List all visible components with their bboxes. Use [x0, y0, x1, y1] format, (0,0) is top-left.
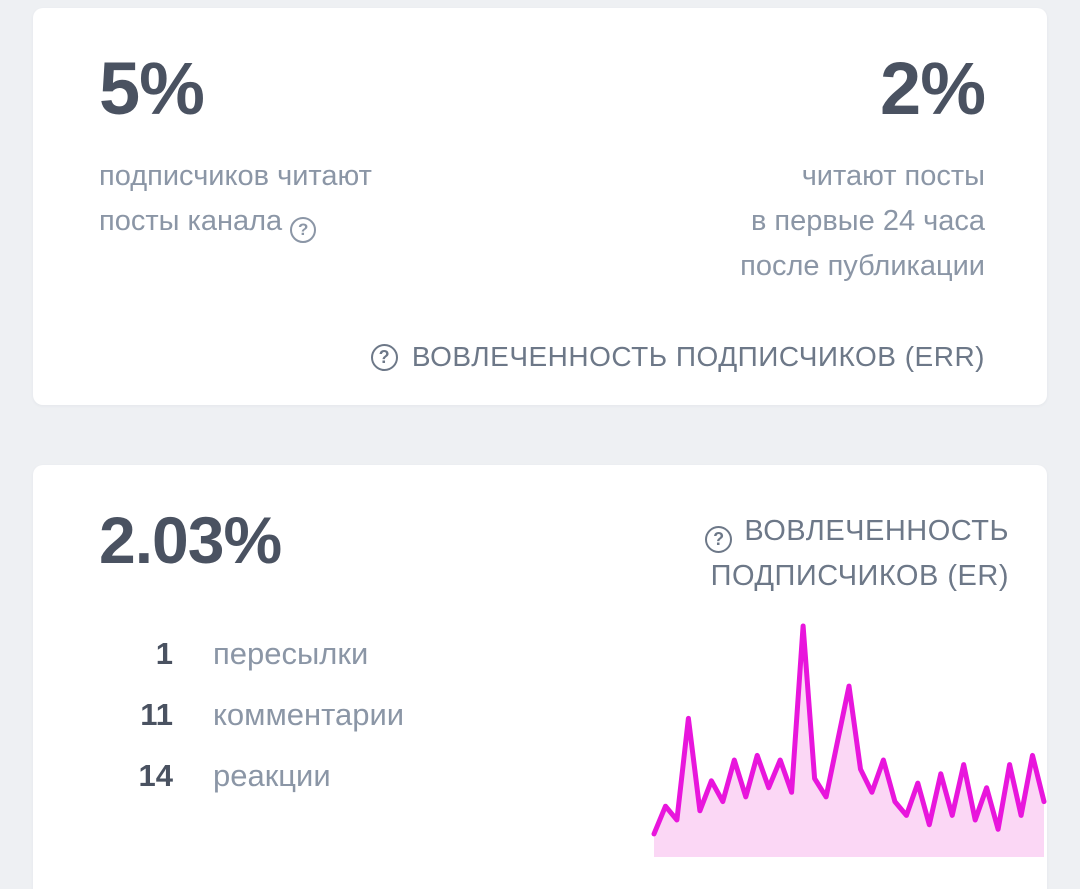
- err-read-24h-value: 2%: [880, 47, 986, 130]
- er-stats-list: 1 пересылки 11 комментарии 14 реакции: [99, 635, 405, 795]
- er-title-line2: ПОДПИСЧИКОВ (ER): [710, 560, 1009, 592]
- forwards-label: пересылки: [213, 636, 369, 671]
- caption-line: подписчиков читают: [99, 160, 372, 192]
- sparkline-area-fill: [654, 626, 1044, 857]
- comments-label: комментарии: [213, 697, 405, 732]
- err-read-all-caption: подписчиков читают посты канала?: [99, 154, 372, 244]
- help-icon[interactable]: ?: [705, 525, 733, 553]
- er-card: 2.03% ? ВОВЛЕЧЕННОСТЬ ПОДПИСЧИКОВ (ER) 1 …: [33, 465, 1047, 889]
- err-read-24h-caption: читают посты в первые 24 часа после публ…: [740, 154, 985, 289]
- caption-line: после публикации: [740, 250, 985, 282]
- err-title-label: ВОВЛЕЧЕННОСТЬ ПОДПИСЧИКОВ (ERR): [411, 341, 985, 372]
- er-title-label: ВОВЛЕЧЕННОСТЬ: [744, 515, 1009, 547]
- err-stats-row: 5% подписчиков читают посты канала? 2% ч…: [99, 47, 986, 341]
- err-read-all-value: 5%: [99, 47, 205, 130]
- comments-count: 11: [140, 697, 173, 732]
- caption-line: читают посты: [801, 160, 985, 192]
- forwards-count: 1: [155, 636, 173, 671]
- caption-line: посты канала: [99, 205, 283, 237]
- err-read-24h-stat: 2% читают посты в первые 24 часа после п…: [740, 47, 986, 341]
- er-value: 2.03%: [99, 503, 282, 577]
- er-card-title: ? ВОВЛЕЧЕННОСТЬ ПОДПИСЧИКОВ (ER): [705, 509, 1009, 599]
- caption-line: в первые 24 часа: [750, 205, 985, 237]
- reactions-count: 14: [138, 758, 173, 793]
- err-read-all-stat: 5% подписчиков читают посты канала?: [99, 52, 372, 341]
- reactions-label: реакции: [213, 758, 331, 793]
- er-title-line1: ? ВОВЛЕЧЕННОСТЬ: [705, 509, 1009, 554]
- help-icon[interactable]: ?: [370, 343, 398, 371]
- sparkline-line: [651, 623, 1047, 837]
- err-card-title: ? ВОВЛЕЧЕННОСТЬ ПОДПИСЧИКОВ (ERR): [99, 341, 985, 373]
- engagement-sparkline-chart: [651, 623, 1047, 857]
- help-icon[interactable]: ?: [290, 216, 317, 243]
- err-card: 5% подписчиков читают посты канала? 2% ч…: [33, 8, 1047, 405]
